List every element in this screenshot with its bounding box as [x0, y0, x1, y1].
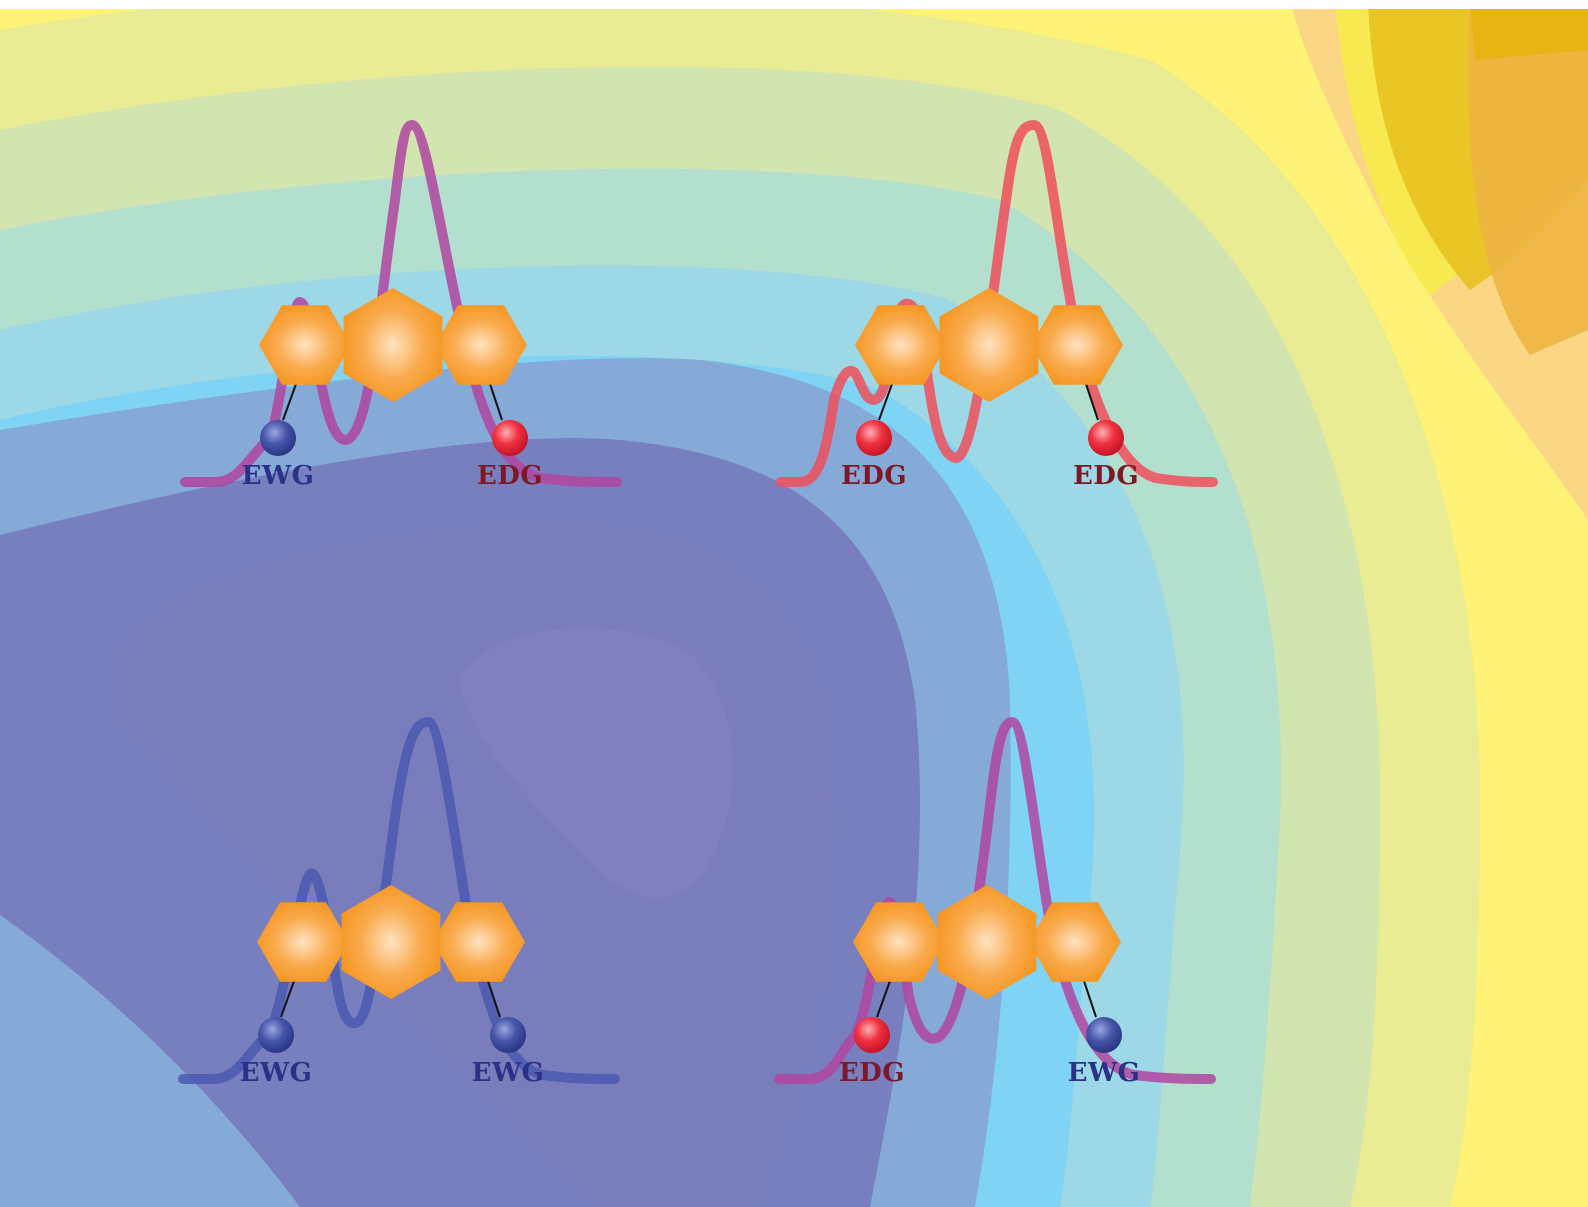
ring-center: [343, 288, 443, 402]
panel-bottom-right: EDG EWG: [774, 717, 1216, 1088]
substituent-label-right: EWG: [1068, 1058, 1141, 1088]
substituent-right-edg: [1088, 420, 1124, 456]
bond-right: [1085, 383, 1099, 421]
bond-left: [878, 383, 893, 421]
contour-level-9: [460, 628, 733, 898]
ring-left: [257, 902, 349, 982]
ring-right: [435, 305, 527, 385]
bond-left: [280, 980, 295, 1018]
molecule-panels: EWG EDG EDG EDG EWG EWG EDG EWG: [178, 120, 1218, 1088]
fused-ring-molecule: [259, 288, 527, 402]
substituent-right-ewg: [1086, 1017, 1122, 1053]
substituent-label-right: EDG: [477, 461, 543, 491]
substituent-label-right: EDG: [1073, 461, 1139, 491]
contour-corner-peak-5: [1470, 9, 1588, 60]
substituent-right-edg: [492, 420, 528, 456]
ring-left: [855, 305, 947, 385]
contour-corner-band: [0, 915, 300, 1207]
substituent-left-ewg: [260, 420, 296, 456]
ring-right: [1031, 305, 1123, 385]
panel-top-left: EWG EDG: [180, 120, 622, 491]
ring-right: [433, 902, 525, 982]
bond-left: [876, 980, 891, 1018]
ring-center: [341, 885, 441, 999]
substituent-label-left: EDG: [839, 1058, 905, 1088]
fused-ring-molecule: [855, 288, 1123, 402]
panel-bottom-left: EWG EWG: [178, 717, 620, 1088]
panel-top-right: EDG EDG: [776, 120, 1218, 491]
substituent-label-left: EDG: [841, 461, 907, 491]
substituent-label-right: EWG: [472, 1058, 545, 1088]
substituent-left-edg: [854, 1017, 890, 1053]
ring-left: [259, 305, 351, 385]
ring-left: [853, 902, 945, 982]
ring-center: [937, 885, 1037, 999]
ring-right: [1029, 902, 1121, 982]
substituent-left-edg: [856, 420, 892, 456]
substituent-left-ewg: [258, 1017, 294, 1053]
fused-ring-molecule: [257, 885, 525, 999]
bond-left: [282, 383, 297, 421]
substituent-label-left: EWG: [240, 1058, 313, 1088]
ring-center: [939, 288, 1039, 402]
substituent-label-left: EWG: [242, 461, 315, 491]
bond-right: [489, 383, 503, 421]
bond-right: [1083, 980, 1097, 1018]
fused-ring-molecule: [853, 885, 1121, 999]
bond-right: [487, 980, 501, 1018]
substituent-right-ewg: [490, 1017, 526, 1053]
contour-corner-peak-4: [1468, 9, 1588, 355]
